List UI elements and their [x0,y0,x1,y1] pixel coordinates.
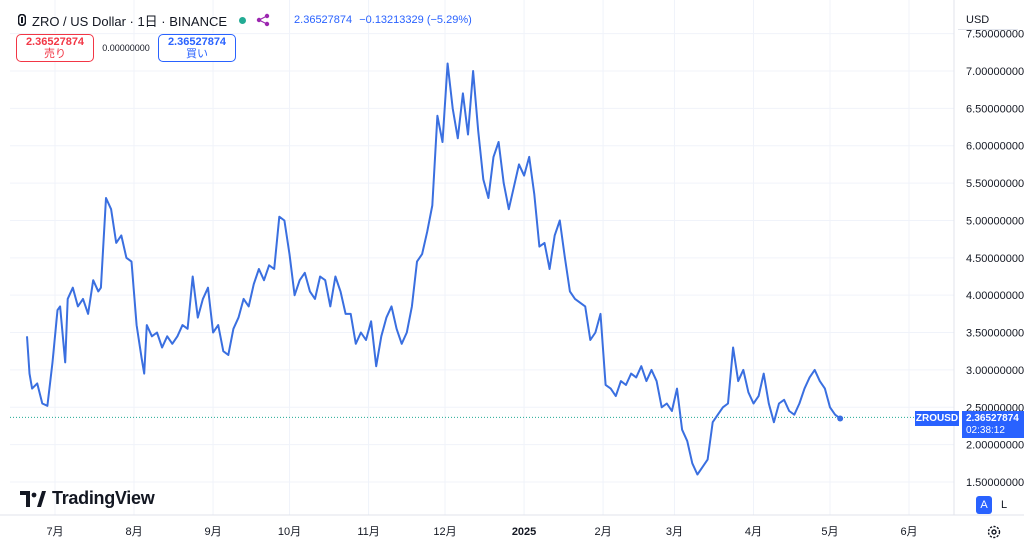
logo-icon [20,490,46,507]
x-tick-label: 4月 [745,526,762,538]
time-axis: 7月 8月 9月 10月 11月 12月 2025 2月 3月 4月 5月 6月 [0,514,1024,538]
tradingview-logo[interactable]: TradingView [20,488,155,509]
spread-value: 0.00000000 [102,43,150,53]
symbol-tag: ZROUSD [915,411,959,426]
x-tick-label: 6月 [900,526,917,538]
auto-scale-button[interactable]: A [976,496,992,514]
buy-label: 買い [186,48,208,60]
price-tag: 2.36527874 02:38:12 [962,411,1024,438]
sell-price: 2.36527874 [25,36,85,48]
sell-label: 売り [44,48,66,60]
y-tick-label: 6.00000000 [966,141,1024,153]
chart-grid [10,0,954,515]
y-tick-label: 2.00000000 [966,440,1024,452]
symbol-logo-icon [18,13,26,27]
currency-selector[interactable]: USD [958,10,1018,30]
y-tick-label: 4.00000000 [966,290,1024,302]
chart-header: ZRO / US Dollar · 1日 · BINANCE 2.3652787… [18,10,472,30]
symbol-title[interactable]: ZRO / US Dollar · 1日 · BINANCE [32,13,228,29]
y-tick-label: 5.50000000 [966,178,1024,190]
log-scale-button[interactable]: L [1000,499,1008,511]
scale-mode-buttons: A L [976,496,1012,514]
quote-readout: 2.36527874 −0.13213329 (−5.29%) [294,14,472,26]
x-tick-label: 2月 [595,526,612,538]
x-tick-label: 10月 [278,526,301,538]
x-tick-label: 7月 [46,526,63,538]
y-tick-label: 6.50000000 [966,103,1024,115]
price-tag-value: 2.36527874 [966,412,1019,424]
y-tick-label: 5.00000000 [966,215,1024,227]
series-line-zrousd [26,62,841,476]
x-tick-label: 2025 [512,526,536,538]
sell-button[interactable]: 2.36527874 売り [16,34,94,62]
change-value: −0.13213329 [359,14,424,26]
y-tick-label: 7.00000000 [966,66,1024,78]
y-tick-label: 3.00000000 [966,365,1024,377]
logo-text: TradingView [52,488,155,508]
last-price-value: 2.36527874 [294,14,353,26]
x-tick-label: 11月 [357,526,379,538]
buy-button[interactable]: 2.36527874 買い [158,34,236,62]
market-open-indicator [239,16,247,24]
price-axis: 1.500000002.000000002.500000003.00000000… [953,0,1024,515]
buy-price: 2.36527874 [167,36,227,48]
x-tick-label: 12月 [433,526,456,538]
y-tick-label: 3.50000000 [966,328,1024,340]
x-tick-label: 8月 [125,526,142,538]
y-tick-label: 7.50000000 [966,29,1024,41]
trade-panel: 2.36527874 売り 0.00000000 2.36527874 買い [16,34,236,62]
x-tick-label: 9月 [204,526,221,538]
y-tick-label: 4.50000000 [966,253,1024,265]
bar-countdown: 02:38:12 [966,424,1005,436]
last-point-marker [837,415,844,422]
y-tick-label: 1.50000000 [966,477,1024,489]
settings-gear-icon[interactable] [986,524,1002,540]
share-icon[interactable] [256,13,270,27]
change-percent: (−5.29%) [426,14,472,26]
x-tick-label: 5月 [821,526,838,538]
x-tick-label: 3月 [666,526,683,538]
